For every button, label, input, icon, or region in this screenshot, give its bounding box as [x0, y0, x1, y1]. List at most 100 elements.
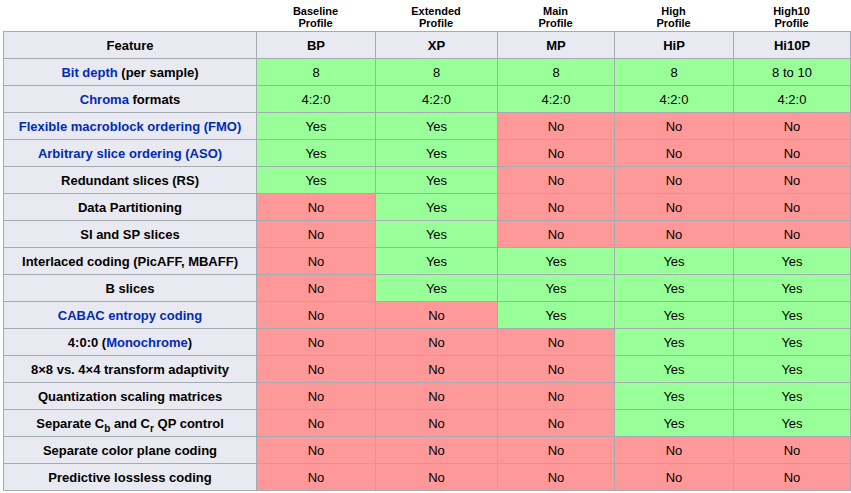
value-cell: 4:2:0	[734, 86, 851, 113]
value-cell: Yes	[734, 356, 851, 383]
value-cell: Yes	[615, 248, 734, 275]
table-row: Predictive lossless codingNoNoNoNoNo	[4, 464, 851, 491]
profile-label-line1: Main	[497, 5, 614, 17]
value-cell: No	[498, 464, 615, 491]
value-cell: Yes	[376, 221, 498, 248]
value-cell: No	[734, 464, 851, 491]
value-cell: No	[498, 410, 615, 437]
value-cell: No	[376, 329, 498, 356]
feature-text: and C	[110, 416, 150, 431]
value-cell: No	[498, 221, 615, 248]
value-cell: Yes	[615, 275, 734, 302]
table-row: Flexible macroblock ordering (FMO) YesYes…	[4, 113, 851, 140]
profile-label-line1: High10	[733, 5, 850, 17]
feature-cell: Flexible macroblock ordering (FMO)	[4, 113, 257, 140]
wiki-link[interactable]: CABAC entropy coding	[58, 308, 202, 323]
profile-label-line1: Extended	[375, 5, 497, 17]
table-row: Arbitrary slice ordering (ASO)YesYesNoNo…	[4, 140, 851, 167]
table-row: 8×8 vs. 4×4 transform adaptivityNoNoNoYe…	[4, 356, 851, 383]
profile-label-line2: Profile	[256, 17, 375, 29]
profile-abbr-header: BP	[257, 32, 376, 59]
feature-text: Separate C	[36, 416, 104, 431]
profile-labels-spacer	[3, 3, 256, 29]
feature-cell: Redundant slices (RS)	[4, 167, 257, 194]
value-cell: No	[498, 140, 615, 167]
table-row: Data PartitioningNoYesNoNoNo	[4, 194, 851, 221]
value-cell: No	[615, 113, 734, 140]
feature-column-header: Feature	[4, 32, 257, 59]
table-row: Redundant slices (RS)YesYesNoNoNo	[4, 167, 851, 194]
profile-label: MainProfile	[497, 3, 614, 29]
feature-cell: Data Partitioning	[4, 194, 257, 221]
value-cell: 8	[257, 59, 376, 86]
value-cell: 8	[376, 59, 498, 86]
value-cell: Yes	[498, 275, 615, 302]
wiki-link[interactable]: Arbitrary slice ordering (ASO)	[38, 146, 222, 161]
table-row: CABAC entropy codingNoNoYesYesYes	[4, 302, 851, 329]
table-row: Separate color plane codingNoNoNoNoNo	[4, 437, 851, 464]
feature-cell: B slices	[4, 275, 257, 302]
value-cell: Yes	[498, 248, 615, 275]
value-cell: No	[257, 329, 376, 356]
value-cell: 4:2:0	[498, 86, 615, 113]
value-cell: 8 to 10	[734, 59, 851, 86]
value-cell: No	[376, 464, 498, 491]
value-cell: No	[257, 383, 376, 410]
value-cell: Yes	[615, 356, 734, 383]
feature-cell: Arbitrary slice ordering (ASO)	[4, 140, 257, 167]
value-cell: No	[734, 167, 851, 194]
value-cell: 4:2:0	[376, 86, 498, 113]
value-cell: Yes	[257, 113, 376, 140]
feature-cell: Chroma formats	[4, 86, 257, 113]
table-row: Bit depth (per sample)88888 to 10	[4, 59, 851, 86]
feature-text: )	[188, 335, 192, 350]
feature-text: B slices	[105, 281, 154, 296]
value-cell: No	[257, 410, 376, 437]
wiki-link[interactable]: Monochrome	[106, 335, 188, 350]
table-body: Bit depth (per sample)88888 to 10Chroma …	[4, 59, 851, 491]
value-cell: No	[257, 464, 376, 491]
value-cell: Yes	[734, 248, 851, 275]
profile-label-line2: Profile	[497, 17, 614, 29]
table-row: Chroma formats4:2:04:2:04:2:04:2:04:2:0	[4, 86, 851, 113]
value-cell: No	[615, 194, 734, 221]
value-cell: Yes	[376, 248, 498, 275]
wiki-link[interactable]: Chroma	[80, 92, 129, 107]
profile-label: ExtendedProfile	[375, 3, 497, 29]
value-cell: Yes	[257, 140, 376, 167]
value-cell: No	[257, 437, 376, 464]
feature-cell: Separate Cb and Cr QP control	[4, 410, 257, 437]
wiki-link[interactable]: Flexible macroblock ordering (FMO)	[19, 119, 241, 134]
value-cell: Yes	[734, 329, 851, 356]
value-cell: No	[257, 356, 376, 383]
feature-cell: Bit depth (per sample)	[4, 59, 257, 86]
value-cell: No	[257, 248, 376, 275]
value-cell: No	[376, 383, 498, 410]
table-row: Quantization scaling matricesNoNoNoYesYe…	[4, 383, 851, 410]
value-cell: Yes	[376, 113, 498, 140]
feature-cell: CABAC entropy coding	[4, 302, 257, 329]
value-cell: No	[615, 464, 734, 491]
feature-text: QP control	[154, 416, 224, 431]
table-row: B slicesNoYesYesYesYes	[4, 275, 851, 302]
feature-text: (per sample)	[118, 65, 199, 80]
profile-label: HighProfile	[614, 3, 733, 29]
value-cell: 4:2:0	[257, 86, 376, 113]
profile-abbr-header: HiP	[615, 32, 734, 59]
value-cell: No	[498, 194, 615, 221]
table-row: Interlaced coding (PicAFF, MBAFF)NoYesYe…	[4, 248, 851, 275]
feature-text: formats	[129, 92, 180, 107]
value-cell: No	[257, 275, 376, 302]
feature-text: Separate color plane coding	[43, 443, 217, 458]
wiki-link[interactable]: Bit depth	[61, 65, 117, 80]
profile-abbr-header: XP	[376, 32, 498, 59]
value-cell: Yes	[376, 194, 498, 221]
profile-labels-row: BaselineProfileExtendedProfileMainProfil…	[3, 3, 851, 29]
feature-cell: SI and SP slices	[4, 221, 257, 248]
profile-label-line1: Baseline	[256, 5, 375, 17]
value-cell: No	[257, 194, 376, 221]
profile-label-line2: Profile	[733, 17, 850, 29]
feature-cell: Quantization scaling matrices	[4, 383, 257, 410]
feature-text: Data Partitioning	[78, 200, 182, 215]
value-cell: No	[734, 194, 851, 221]
